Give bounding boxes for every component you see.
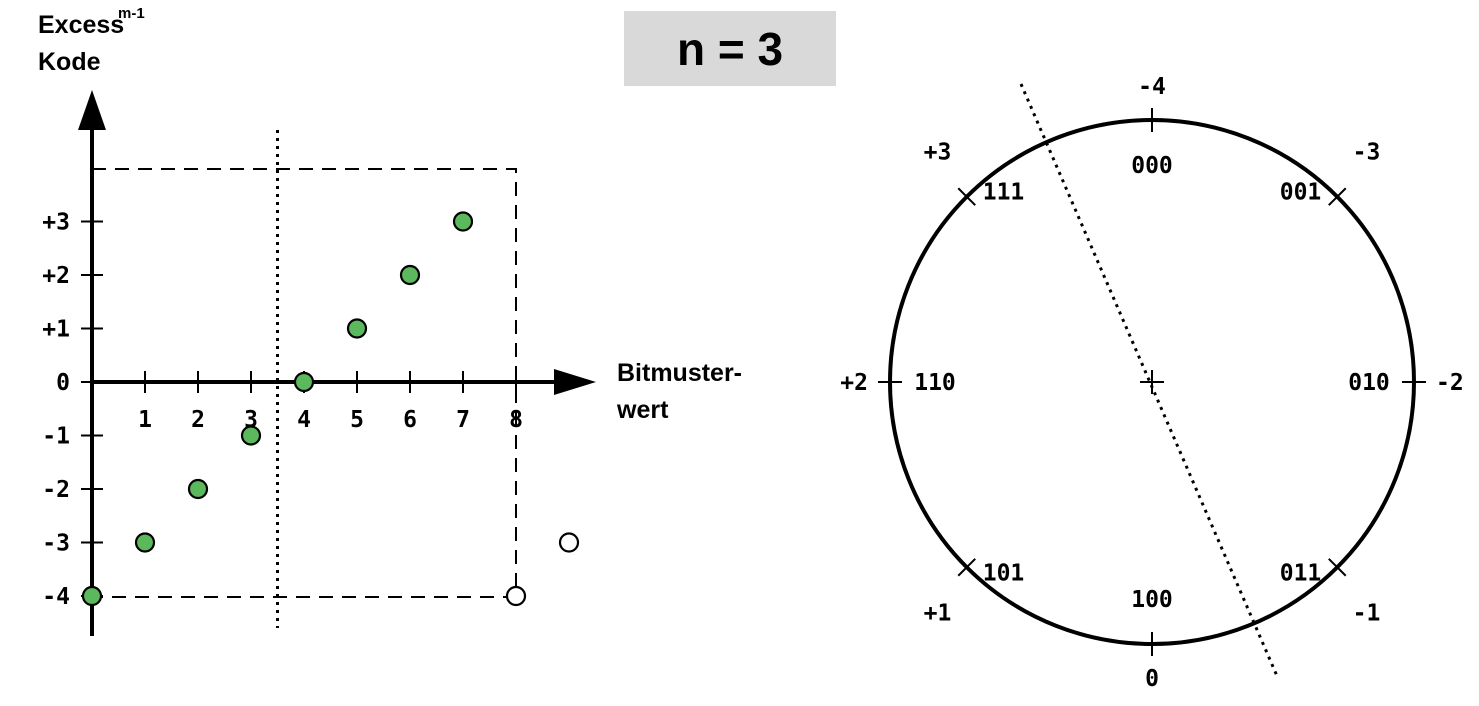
boundary-dashed-box [92, 168, 517, 598]
title-box: n = 3 [624, 11, 836, 86]
circle-split-dotted-line [1019, 83, 1279, 677]
circle-value-label: -4 [1138, 74, 1166, 100]
data-point-filled [293, 371, 315, 393]
data-point-open [558, 532, 580, 553]
data-point-filled [399, 264, 421, 286]
y-tick-label: +3 [42, 210, 70, 236]
y-axis-label: Excess [38, 11, 124, 39]
data-point-filled [81, 585, 103, 607]
circle-value-label: -3 [1353, 140, 1381, 166]
number-circle: 000 -4 001 -3 010 -2 011 -1 100 0 101 +1 110 +2 111 +3 [840, 74, 1463, 692]
y-axis-label-line2: Kode [38, 48, 101, 76]
circle-value-label: -1 [1353, 600, 1381, 626]
circle-bit-label: 000 [1131, 153, 1173, 179]
data-point-filled [452, 211, 474, 232]
x-tick-label: 7 [456, 407, 470, 433]
circle-bit-label: 010 [1348, 370, 1390, 396]
data-point-filled [134, 532, 156, 553]
x-tick-label: 8 [509, 407, 523, 433]
y-tick-label: -1 [42, 424, 70, 450]
x-tick-label: 1 [138, 407, 152, 433]
circle-tick-mark [1328, 187, 1347, 206]
y-tick-label: +1 [42, 317, 70, 343]
circle-value-label: 0 [1145, 666, 1159, 692]
circle-bit-label: 110 [914, 370, 956, 396]
y-axis-label-superscript: m-1 [118, 5, 145, 22]
title-text: n = 3 [676, 22, 784, 75]
y-tick-label: -3 [42, 531, 70, 557]
x-tick-label: 5 [350, 407, 364, 433]
y-axis-arrow [78, 90, 106, 130]
x-axis-label-line2: wert [616, 396, 669, 424]
x-tick-label: 6 [403, 407, 417, 433]
circle-value-label: +1 [924, 600, 952, 626]
data-point-filled [187, 478, 209, 500]
data-point-filled [346, 318, 368, 339]
circle-tick-mark [957, 558, 976, 577]
data-point-open [505, 585, 527, 607]
y-tick-label: +2 [42, 263, 70, 289]
circle-value-label: -2 [1436, 370, 1464, 396]
circle-bit-label: 011 [1280, 560, 1322, 586]
circle-bit-label: 101 [983, 560, 1025, 586]
data-point-filled [240, 425, 262, 446]
circle-value-label: +3 [924, 140, 952, 166]
y-tick-label: 0 [56, 370, 70, 396]
circle-bit-label: 111 [983, 180, 1025, 206]
x-tick-label: 4 [297, 407, 311, 433]
circle-tick-mark [1328, 558, 1347, 577]
circle-bit-label: 001 [1280, 180, 1322, 206]
circle-tick-mark [957, 187, 976, 206]
y-tick-label: -4 [42, 584, 70, 610]
circle-value-label: +2 [840, 370, 868, 396]
x-tick-label: 2 [191, 407, 205, 433]
y-tick-label: -2 [42, 477, 70, 503]
x-axis-arrow [554, 369, 596, 395]
x-axis-label: Bitmuster- [617, 359, 742, 387]
circle-bit-label: 100 [1131, 587, 1173, 613]
